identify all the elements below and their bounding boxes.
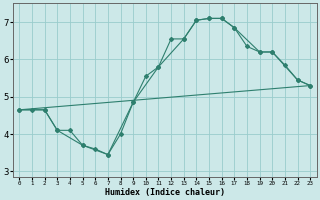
X-axis label: Humidex (Indice chaleur): Humidex (Indice chaleur) bbox=[105, 188, 225, 197]
